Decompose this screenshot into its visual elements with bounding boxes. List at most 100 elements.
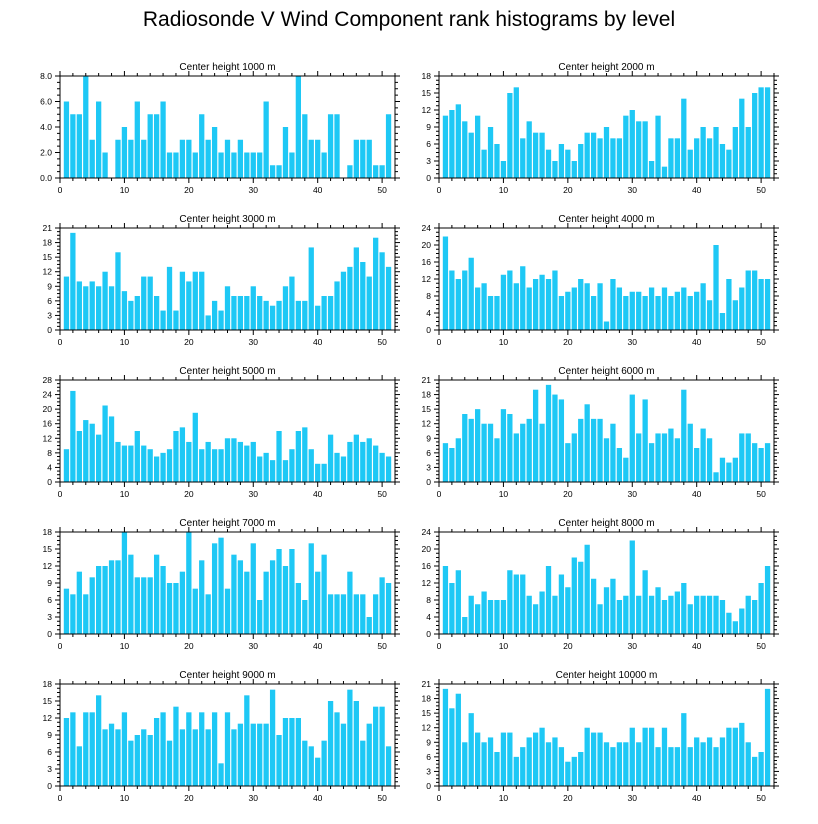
bar [153,554,160,634]
bar [526,737,532,786]
bar [366,438,372,482]
bar [481,742,487,786]
bar [758,87,764,178]
bar [224,286,231,330]
bar [199,449,205,482]
bar [250,286,256,330]
bar [681,98,687,178]
y-tick-label: 20 [422,240,432,250]
bar [224,139,231,178]
bar [237,139,244,178]
x-tick-label: 0 [437,185,442,195]
bar [597,604,603,634]
y-tick-label: 15 [422,708,432,718]
bar [713,747,719,786]
x-tick-label: 0 [437,337,442,347]
bar [462,270,468,330]
bar [539,591,545,634]
bar [526,418,532,482]
bar [584,132,590,178]
bar [726,462,732,482]
bar [366,276,372,330]
bar [668,138,674,178]
bar [244,695,250,786]
bar [578,561,584,634]
bar [237,441,244,482]
bar [661,166,668,178]
bar [108,560,115,634]
bar [719,457,726,482]
bar [160,452,166,482]
bar [732,621,738,634]
bar [674,138,680,178]
bar [558,747,565,786]
bar [353,434,359,482]
bar [179,571,186,634]
y-tick-label: 4 [47,462,52,472]
y-tick-label: 6 [426,752,431,762]
x-tick-label: 40 [313,337,323,347]
x-tick-label: 50 [377,337,387,347]
bar [102,729,108,786]
bar [668,747,674,786]
y-tick-label: 3 [426,156,431,166]
bar [603,438,610,482]
y-tick-label: 9 [47,730,52,740]
x-tick-label: 20 [184,793,194,803]
panel-6: Center height 6000 m 0 3 6 9 12 15 18 21 0 10 20 30 4… [422,366,779,499]
bar [674,291,680,330]
bar [211,543,218,634]
x-tick-label: 10 [499,337,509,347]
bar [642,570,648,634]
bar [681,287,687,330]
bar [179,729,186,786]
bar [347,266,353,330]
bar [302,427,308,482]
bar [257,600,263,634]
bar [63,101,70,178]
bar [360,262,366,330]
y-tick-label: 18 [43,679,53,689]
bar [295,583,301,634]
bar [315,305,321,330]
bar [674,591,680,634]
bar [347,571,353,634]
bar [539,132,545,178]
bar [558,574,565,634]
x-tick-label: 0 [58,337,63,347]
y-tick-label: 3 [47,612,52,622]
bar [552,737,558,786]
bar [468,132,474,178]
y-tick-label: 9 [426,122,431,132]
bar [160,310,166,330]
bar [282,566,289,634]
y-tick-label: 21 [422,375,432,385]
bar [160,712,166,786]
bar [752,756,758,786]
bar [115,139,121,178]
bar [128,445,134,482]
bar [681,713,687,786]
bar [764,566,771,634]
bar [340,271,347,330]
bar [648,443,655,482]
y-tick-label: 16 [43,419,53,429]
bar [186,712,192,786]
y-tick-label: 8 [426,291,431,301]
bar [134,431,140,482]
bar [700,283,706,330]
bar [83,712,89,786]
bar [520,423,526,482]
bar [115,252,121,330]
bar [211,127,218,178]
bar [289,718,295,786]
bar [590,296,597,330]
bar [205,594,211,634]
bar [449,270,455,330]
bar [108,416,115,482]
bar [76,114,82,178]
x-tick-label: 50 [377,489,387,499]
bar [379,706,385,786]
bar [263,300,269,330]
